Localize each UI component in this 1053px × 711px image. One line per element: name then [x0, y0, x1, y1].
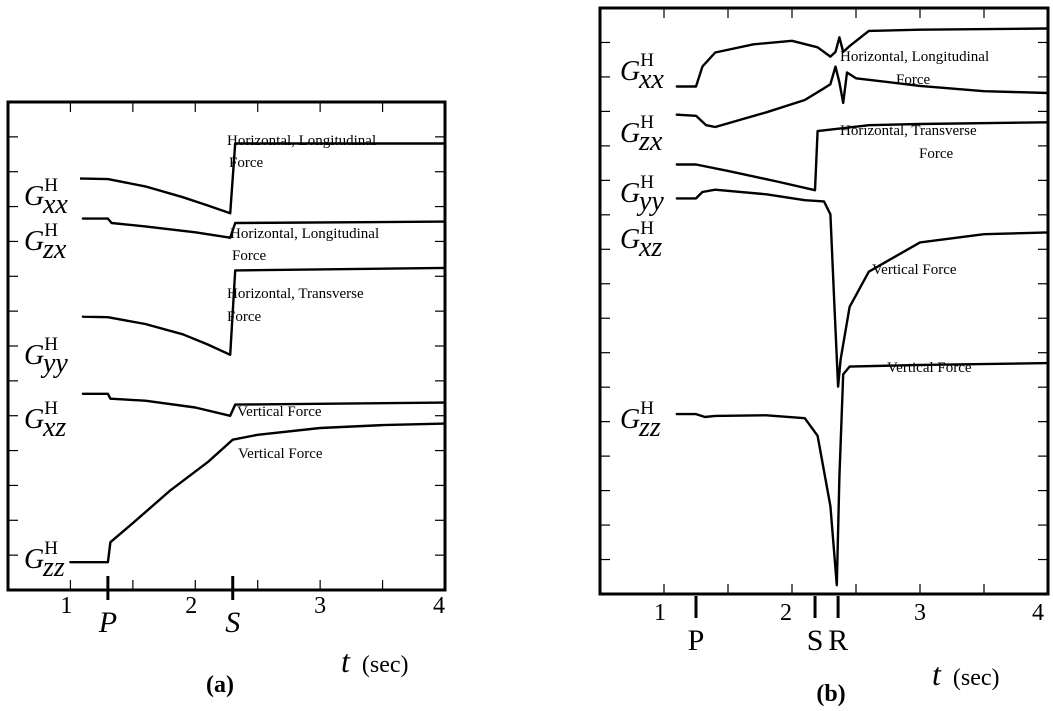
series-label-sup: H: [44, 175, 58, 196]
series-line-xx: [675, 27, 1049, 88]
series-annotation: Vertical Force: [887, 360, 972, 376]
series-label-sub: xx: [42, 189, 68, 220]
series-annotation: Force: [232, 248, 266, 264]
series-label-xx: GH xx: [24, 175, 68, 220]
x-axis-unit: (sec): [953, 665, 1000, 691]
series-label-xz: GH xz: [24, 398, 66, 443]
series-label-sub: xz: [42, 412, 66, 443]
plot-frame: [598, 6, 1050, 596]
series-label-sup: H: [640, 398, 654, 419]
series-label-sub: zx: [42, 234, 67, 265]
series-annotation: Horizontal, Longitudinal: [840, 49, 989, 65]
series-label-sup: H: [44, 538, 58, 559]
series-label-sup: H: [44, 398, 58, 419]
series-label-sub: yy: [636, 186, 664, 217]
x-axis-symbol: t: [341, 643, 351, 679]
x-tick-label: 4: [433, 593, 445, 619]
series-label-sup: H: [640, 172, 654, 193]
plot-frame: [6, 100, 447, 592]
series-label-sup: H: [640, 218, 654, 239]
x-tick-label: 1: [60, 593, 72, 619]
x-tick-label: 2: [185, 593, 197, 619]
series-annotation: Horizontal, Longitudinal: [230, 226, 379, 242]
series-label-sub: zz: [42, 552, 65, 583]
series-label-sub: zz: [638, 412, 661, 443]
series-label-sup: H: [640, 50, 654, 71]
series-line-yy: [675, 121, 1049, 192]
x-axis-symbol: t: [932, 656, 942, 692]
series-line-xz: [81, 392, 446, 417]
series-annotation: Horizontal, Longitudinal: [227, 133, 376, 149]
series-line-zx: [675, 65, 1049, 129]
series-annotation: Force: [229, 155, 263, 171]
x-axis-unit: (sec): [362, 652, 409, 678]
series-label-symbol: G: [620, 118, 640, 149]
series-label-zx: GH zx: [24, 220, 67, 265]
series-line-yy: [81, 266, 446, 356]
series-label-yy: GH yy: [620, 172, 664, 217]
series-label-symbol: G: [620, 56, 640, 87]
series-label-symbol: G: [620, 404, 640, 435]
series-label-symbol: G: [24, 181, 44, 212]
series-label-symbol: G: [24, 404, 44, 435]
series-label-sup: H: [44, 220, 58, 241]
series-label-symbol: G: [24, 340, 44, 371]
series-label-zx: GH zx: [620, 112, 663, 157]
series-line-zz: [675, 361, 1049, 587]
series-annotation: Horizontal, Transverse: [227, 286, 364, 302]
series-label-sub: zx: [638, 126, 663, 157]
series-label-sup: H: [640, 112, 654, 133]
series-annotation: Force: [227, 309, 261, 325]
x-axis-label: t (sec): [932, 656, 1000, 692]
series-annotation: Force: [919, 146, 953, 162]
event-label-r: R: [828, 624, 848, 657]
x-tick-label: 3: [914, 600, 926, 626]
series-annotation: Vertical Force: [238, 446, 323, 462]
event-label-p: P: [98, 606, 117, 639]
series-label-xz: GH xz: [620, 218, 662, 263]
panel-caption: (a): [206, 672, 234, 698]
series-label-sub: xz: [638, 232, 662, 263]
series-annotation: Vertical Force: [237, 404, 322, 420]
series-label-zz: GH zz: [620, 398, 661, 443]
series-label-zz: GH zz: [24, 538, 65, 583]
series-line-zx: [81, 217, 446, 239]
panel-caption: (b): [816, 681, 845, 707]
x-tick-label: 4: [1032, 600, 1044, 626]
series-label-symbol: G: [620, 178, 640, 209]
x-tick-label: 3: [314, 593, 326, 619]
series-annotation: Vertical Force: [872, 262, 957, 278]
x-axis-label: t (sec): [341, 643, 409, 679]
series-label-sub: xx: [638, 64, 664, 95]
event-label-s: S: [225, 606, 240, 639]
series-line-xx: [80, 142, 445, 215]
series-label-symbol: G: [620, 224, 640, 255]
series-line-zz: [69, 422, 446, 564]
series-line-xz: [675, 188, 1049, 388]
series-annotation: Horizontal, Transverse: [840, 123, 977, 139]
event-label-p: P: [688, 624, 705, 657]
series-label-xx: GH xx: [620, 50, 664, 95]
event-label-s: S: [807, 624, 824, 657]
series-label-symbol: G: [24, 226, 44, 257]
series-label-symbol: G: [24, 544, 44, 575]
x-tick-label: 1: [654, 600, 666, 626]
x-tick-label: 2: [780, 600, 792, 626]
series-label-yy: GH yy: [24, 334, 68, 379]
series-label-sup: H: [44, 334, 58, 355]
series-label-sub: yy: [40, 348, 68, 379]
